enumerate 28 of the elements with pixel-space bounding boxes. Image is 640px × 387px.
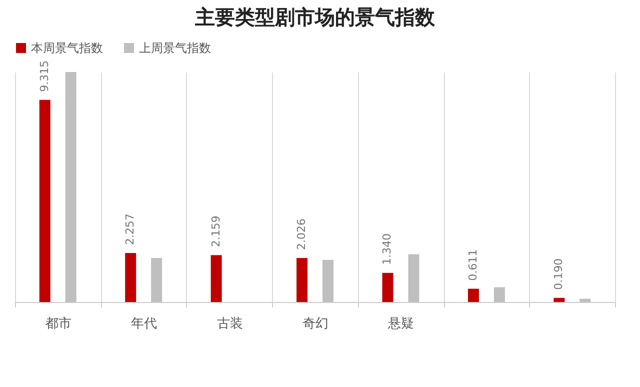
data-label: 2.026 [295, 218, 308, 250]
bar [580, 298, 591, 302]
x-tick-label: 奇幻 [302, 316, 328, 332]
bar [554, 298, 565, 302]
x-tick-label: 古装 [216, 316, 243, 332]
x-tick-label: 悬疑 [387, 316, 414, 332]
bar [296, 258, 308, 302]
legend-label: 上周景气指数 [139, 41, 211, 55]
data-label: 2.257 [124, 214, 137, 246]
bar [39, 100, 50, 302]
chart-title: 主要类型剧市场的景气指数 [194, 5, 436, 29]
data-label: 2.159 [209, 216, 222, 248]
bar [322, 260, 334, 302]
x-tick-label: 年代 [131, 316, 158, 332]
data-label: 0.611 [466, 249, 480, 281]
bar [65, 72, 76, 302]
bar [494, 287, 505, 302]
bar [408, 254, 420, 302]
bar [151, 258, 162, 302]
data-label: 1.340 [380, 233, 394, 265]
bar [210, 255, 222, 302]
x-tick-label: 都市 [45, 316, 72, 332]
bar [125, 253, 136, 302]
data-label: 9.315 [38, 60, 51, 92]
legend-label: 本周景气指数 [31, 41, 103, 55]
bar [382, 272, 394, 302]
data-label: 0.190 [552, 258, 566, 290]
bar [468, 288, 479, 302]
